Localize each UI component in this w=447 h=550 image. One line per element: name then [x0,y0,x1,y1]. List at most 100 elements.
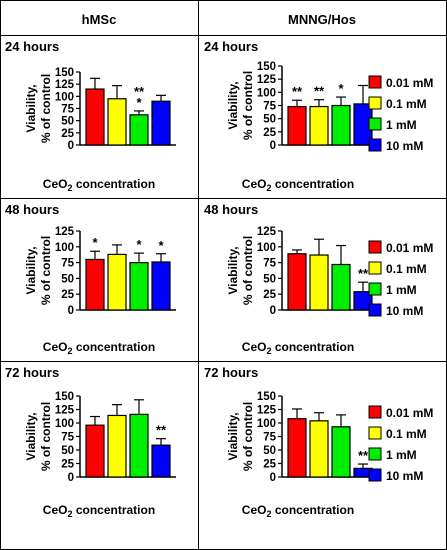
significance-label: * [136,95,142,110]
y-tick-label: 75 [263,258,276,270]
bar [151,444,171,478]
y-tick-label: 125 [257,405,277,417]
y-axis-label: % of control [241,402,255,471]
y-axis-label: Viability, [24,412,38,460]
legend-swatch [368,261,382,275]
legend-swatch [368,426,382,440]
y-tick-label: 150 [257,61,276,73]
x-axis-label: CeO2 concentration [43,177,155,193]
y-tick-label: 150 [55,67,74,79]
y-tick-label: 25 [263,289,276,301]
significance-label: * [158,238,164,253]
legend-label: 1 mM [386,118,417,132]
legend-swatch [368,117,382,131]
legend-label: 0.01 mM [386,406,433,420]
y-axis-label: % of control [39,236,53,305]
bar [129,262,149,311]
y-tick-label: 75 [61,432,74,444]
legend-label: 0.1 mM [386,262,427,276]
legend-label: 0.01 mM [386,76,433,90]
y-tick-label: 125 [55,226,75,238]
legend-swatch [368,282,382,296]
y-tick-label: 150 [257,391,276,403]
header-right: MNNG/Hos [288,12,356,27]
bar [331,263,351,311]
significance-label: * [136,237,142,252]
y-tick-label: 0 [68,305,74,317]
y-tick-label: 25 [61,459,74,471]
significance-label: * [338,81,344,96]
bar [129,413,149,478]
y-axis-label: Viability, [226,81,240,129]
y-tick-label: 50 [61,273,74,285]
bar [107,98,127,146]
significance-label: ** [156,423,167,438]
header-left: hMSc [82,12,117,27]
y-tick-label: 0 [68,140,74,152]
significance-label: ** [358,448,369,463]
significance-label: ** [358,266,369,281]
legend-label: 0.1 mM [386,97,427,111]
y-tick-label: 100 [55,91,74,103]
chart-title: 48 hours [204,202,258,217]
x-axis-label: CeO2 concentration [242,503,354,519]
bar [309,105,329,146]
bar [107,414,127,478]
y-axis-label: Viability, [226,412,240,460]
x-axis-label: CeO2 concentration [242,340,354,356]
chart-title: 24 hours [5,39,59,54]
bar [85,88,105,146]
y-tick-label: 25 [61,128,74,140]
y-tick-label: 75 [61,258,74,270]
bar [85,424,105,478]
y-tick-label: 25 [61,289,74,301]
y-axis-label: Viability, [24,84,38,132]
y-axis-label: Viability, [24,246,38,294]
legend-label: 0.01 mM [386,241,433,255]
bar [309,254,329,311]
significance-label: ** [134,84,145,99]
y-tick-label: 0 [270,472,276,484]
bar [287,418,307,478]
y-tick-label: 75 [61,104,74,116]
bar [85,258,105,311]
y-tick-label: 25 [263,459,276,471]
y-tick-label: 0 [68,472,74,484]
bar [151,261,171,311]
legend-swatch [368,468,382,482]
bar [107,253,127,311]
y-tick-label: 150 [55,391,74,403]
legend-label: 1 mM [386,283,417,297]
chart-title: 24 hours [204,39,258,54]
legend-swatch [368,405,382,419]
y-tick-label: 100 [55,242,74,254]
legend-swatch [368,240,382,254]
chart-3: 48 hours Viability,% of control 0 25 50 75 100… [204,202,433,356]
y-tick-label: 125 [257,74,277,86]
legend-label: 10 mM [386,139,423,153]
y-tick-label: 50 [263,445,276,457]
y-axis-label: Viability, [226,246,240,294]
y-tick-label: 50 [263,114,276,126]
y-tick-label: 0 [270,305,276,317]
y-tick-label: 100 [55,418,74,430]
bar [129,114,149,146]
bar [309,420,329,478]
y-axis-label: % of control [241,236,255,305]
chart-title: 72 hours [204,365,258,380]
chart-title: 48 hours [5,202,59,217]
chart-0: 24 hours Viability,% of control 0255075100… [5,39,176,193]
significance-label: * [92,235,98,250]
legend-swatch [368,96,382,110]
y-tick-label: 125 [257,226,277,238]
bar [287,105,307,146]
legend-label: 10 mM [386,304,423,318]
x-axis-label: CeO2 concentration [242,177,354,193]
bar [287,253,307,311]
legend-label: 0.1 mM [386,427,427,441]
y-axis-label: % of control [39,74,53,143]
